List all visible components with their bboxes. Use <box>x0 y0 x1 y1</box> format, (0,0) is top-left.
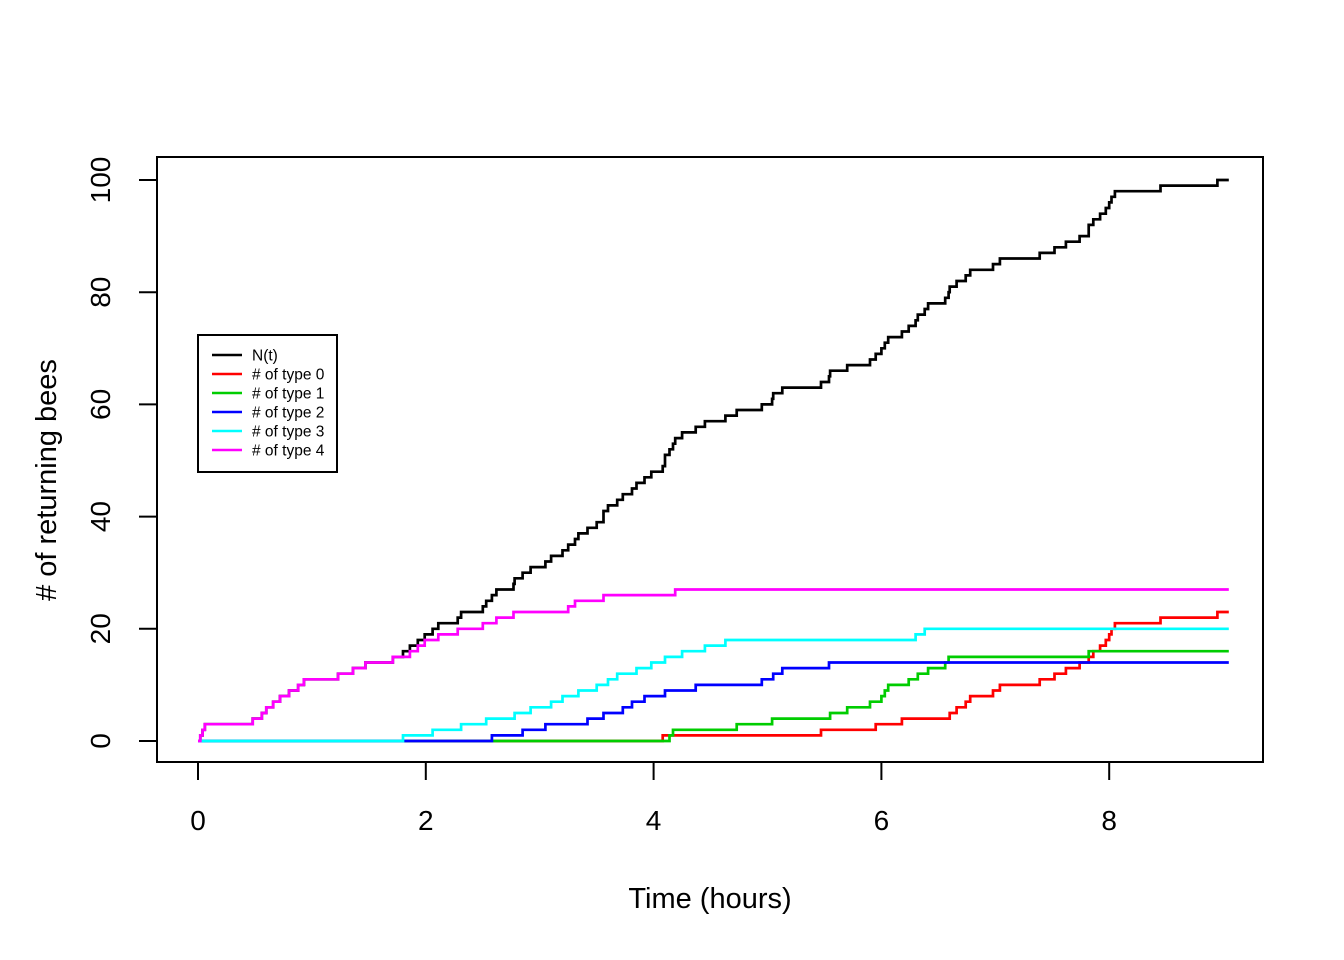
plot-box <box>156 156 1264 763</box>
legend-label-type0: # of type 0 <box>252 367 325 384</box>
y-tick-label: 100 <box>85 157 116 204</box>
x-tick-label: 2 <box>418 805 434 836</box>
y-axis-title: # of returning bees <box>31 359 63 601</box>
y-tick-label: 60 <box>85 389 116 420</box>
y-tick-label: 20 <box>85 613 116 644</box>
x-tick-label: 8 <box>1101 805 1117 836</box>
legend: N(t) # of type 0 # of type 1 # of type 2 # o… <box>197 334 338 473</box>
y-tick-label: 80 <box>85 277 116 308</box>
legend-label-type3: # of type 3 <box>252 424 324 441</box>
series-line-type0 <box>198 610 1229 743</box>
legend-label-N: N(t) <box>252 348 278 365</box>
legend-label-type4: # of type 4 <box>252 443 325 460</box>
x-tick-label: 6 <box>874 805 890 836</box>
series-line-type3 <box>198 627 1229 743</box>
series-line-type4 <box>198 588 1229 743</box>
x-tick-label: 0 <box>190 805 206 836</box>
y-tick-label: 40 <box>85 501 116 532</box>
y-tick-label: 0 <box>85 733 116 749</box>
legend-label-type1: # of type 1 <box>252 386 324 403</box>
x-axis-title: Time (hours) <box>628 883 791 915</box>
series-line-type1 <box>198 649 1229 743</box>
x-tick-label: 4 <box>646 805 662 836</box>
series-lines <box>198 178 1229 743</box>
legend-label-type2: # of type 2 <box>252 405 324 422</box>
series-line-type2 <box>198 661 1229 743</box>
